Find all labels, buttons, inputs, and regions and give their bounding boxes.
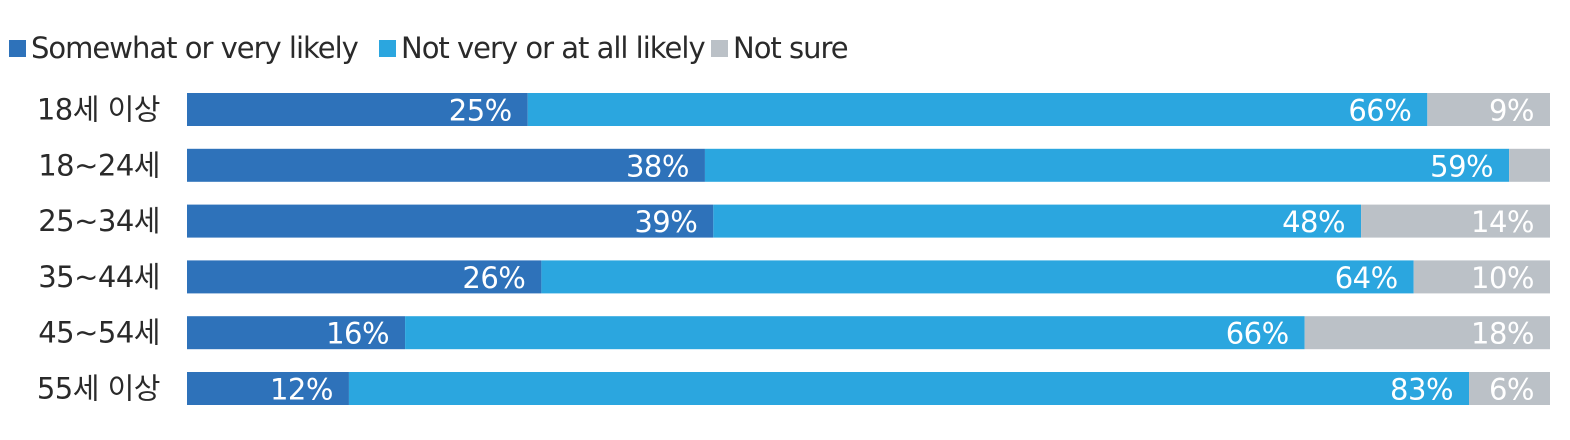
bar-segment-not-very-or-at-all-likely [713,204,1362,238]
bar-segment-not-sure [1427,93,1550,126]
category-label: 18~24세 [38,148,160,182]
bar-segment-not-sure [1413,260,1550,294]
legend-swatch-somewhat-or-very-likely [9,40,26,57]
bar-segment-not-sure [1469,372,1550,405]
bars [187,93,1550,405]
data-label: 59% [1430,149,1493,183]
bar-segment-somewhat-or-very-likely [187,372,349,405]
legend-swatch-not-sure [711,40,728,57]
legend-label-not-sure: Not sure [733,31,848,65]
category-label: 25~34세 [38,204,160,238]
bar-segment-not-very-or-at-all-likely [348,372,1470,405]
data-label: 6% [1489,373,1534,407]
value-labels: 25% 66% 9% 38% 59% 39% 48% 14% 26% 64% 10% 16% 66% 18… [270,94,1535,407]
data-label: 25% [449,94,512,128]
bar-segment-not-sure [1509,148,1550,182]
data-label: 66% [1226,317,1289,351]
bar-segment-not-very-or-at-all-likely [405,316,1305,350]
bar-segment-somewhat-or-very-likely [187,316,406,350]
bar-segment-not-very-or-at-all-likely [527,93,1428,126]
bar-segment-not-sure [1304,316,1550,350]
bar-segment-somewhat-or-very-likely [187,204,714,238]
data-label: 48% [1282,205,1345,239]
legend-label-not-very-or-at-all-likely: Not very or at all likely [401,31,705,65]
category-label: 18세 이상 [37,93,160,127]
data-label: 26% [462,261,525,295]
data-label: 10% [1471,261,1534,295]
legend-label-somewhat-or-very-likely: Somewhat or very likely [31,31,359,65]
bar-segment-not-very-or-at-all-likely [541,260,1414,294]
category-label: 35~44세 [38,260,160,294]
data-label: 66% [1348,94,1411,128]
data-label: 18% [1471,317,1534,351]
bar-segment-somewhat-or-very-likely [187,148,705,182]
data-label: 64% [1335,261,1398,295]
category-labels: 18세 이상 18~24세 25~34세 35~44세 45~54세 55세 이상 [37,93,161,406]
data-label: 83% [1390,373,1453,407]
data-label: 16% [326,317,389,351]
data-label: 38% [626,149,689,183]
data-label: 14% [1471,205,1534,239]
bar-segment-not-sure [1361,204,1550,238]
bar-segment-somewhat-or-very-likely [187,93,528,126]
category-label: 55세 이상 [37,372,160,406]
bar-segment-not-very-or-at-all-likely [704,148,1510,182]
legend: Somewhat or very likely Not very or at al… [9,31,849,65]
data-label: 39% [634,205,697,239]
data-label: 12% [270,373,333,407]
category-label: 45~54세 [38,316,160,350]
data-label: 9% [1489,94,1534,128]
legend-swatch-not-very-or-at-all-likely [379,40,396,57]
bar-segment-somewhat-or-very-likely [187,260,542,294]
